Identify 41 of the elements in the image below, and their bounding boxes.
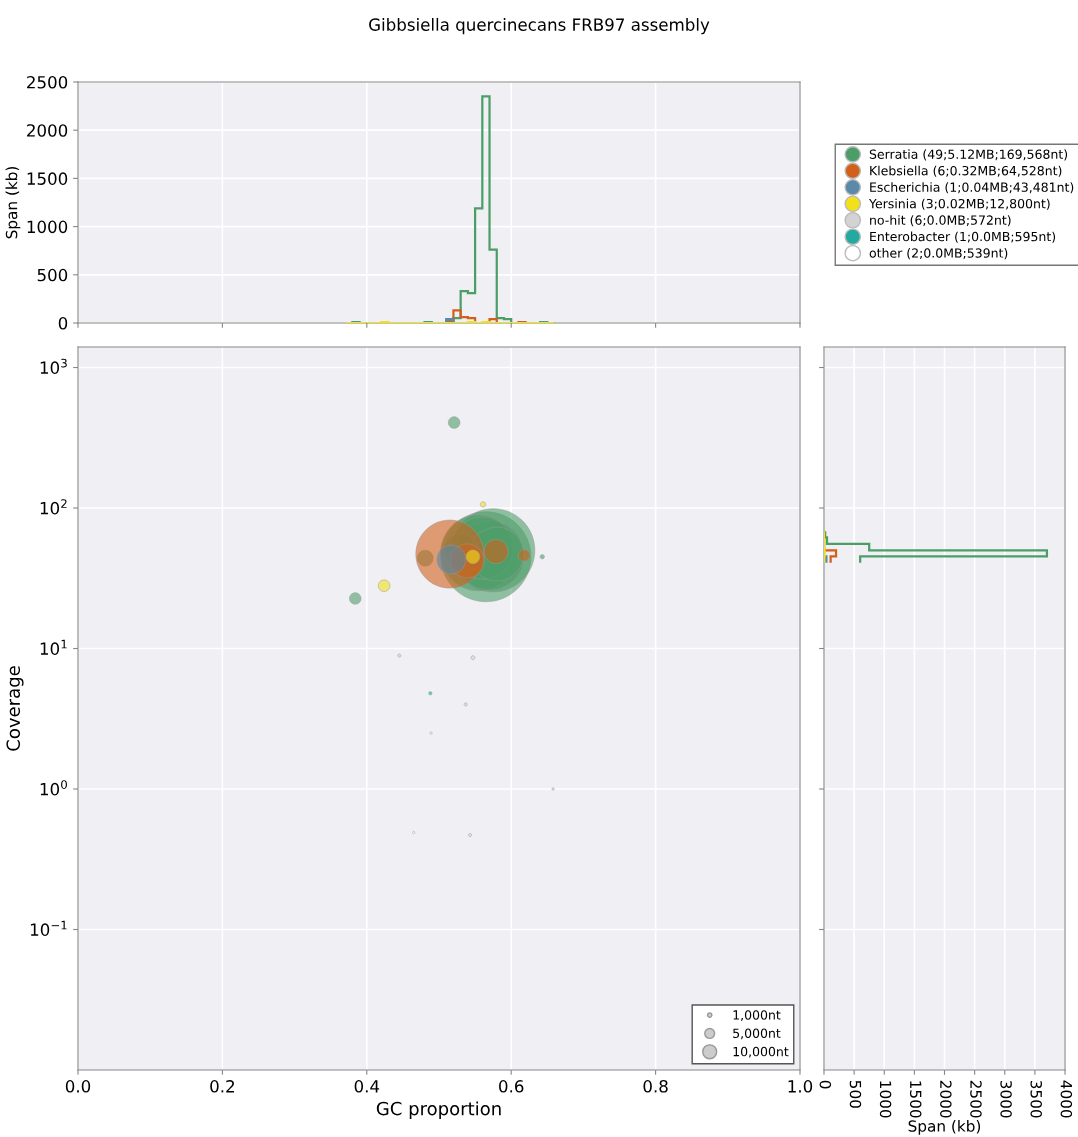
y-tick-label: 2000 [27, 124, 68, 137]
legend-label: Escherichia (1;0.04MB;43,481nt) [870, 182, 1074, 194]
y-axis-title: Span (kb) [5, 166, 21, 239]
x-tick-label: 0.4 [354, 1080, 380, 1093]
y-tick-label: 500 [37, 268, 68, 282]
x-tick-label: 3500 [1030, 1080, 1042, 1118]
x-tick-label: 0.8 [643, 1080, 668, 1093]
legend-label: 1,000nt [733, 1010, 781, 1021]
x-tick-label: 1500 [909, 1081, 922, 1118]
x-tick-label: 0.2 [210, 1080, 234, 1093]
y-tick-label: 10$^{2}$ [40, 499, 67, 515]
x-tick-label: 4000 [1060, 1080, 1073, 1118]
x-tick-label: 2500 [970, 1080, 982, 1118]
legend-label: Enterobacter (1;0.0MB;595nt) [870, 231, 1056, 243]
legend-label: Yersinia (3;0.02MB;12,800nt) [868, 198, 1050, 210]
y-axis-title: Coverage [6, 666, 24, 751]
chart-title: Gibbsiella quercinecans FRB97 assembly [369, 18, 710, 35]
y-tick-label: 1000 [27, 220, 68, 234]
x-tick-label: 0 [819, 1080, 832, 1089]
x-tick-label: 1.0 [788, 1080, 813, 1093]
x-tick-label: 500 [849, 1080, 862, 1108]
x-axis-title: GC proportion [376, 1101, 501, 1119]
x-tick-label: 1000 [879, 1081, 892, 1118]
y-tick-label: 1500 [27, 172, 68, 185]
y-tick-label: 10$^{−1}$ [30, 920, 67, 936]
x-tick-label: 2000 [940, 1080, 952, 1118]
y-tick-label: 10$^{1}$ [40, 639, 67, 655]
x-tick-label: 0.0 [65, 1080, 91, 1093]
x-axis-title: Span (kb) [908, 1119, 981, 1135]
y-tick-label: 0 [58, 316, 68, 330]
legend-label: other (2;0.0MB;539nt) [869, 248, 1008, 260]
x-tick-label: 0.6 [499, 1080, 524, 1093]
y-tick-label: 2500 [27, 75, 68, 89]
legend-label: no-hit (6;0.0MB;572nt) [870, 215, 1011, 227]
y-tick-label: 10$^{3}$ [40, 358, 67, 374]
legend-label: 5,000nt [733, 1028, 781, 1040]
legend-label: Klebsiella (6;0.32MB;64,528nt) [870, 165, 1062, 177]
legend-label: 10,000nt [733, 1046, 789, 1058]
legend-label: Serratia (49;5.12MB;169,568nt) [869, 149, 1068, 161]
y-tick-label: 10$^{0}$ [40, 780, 67, 796]
x-tick-label: 3000 [1000, 1080, 1012, 1118]
